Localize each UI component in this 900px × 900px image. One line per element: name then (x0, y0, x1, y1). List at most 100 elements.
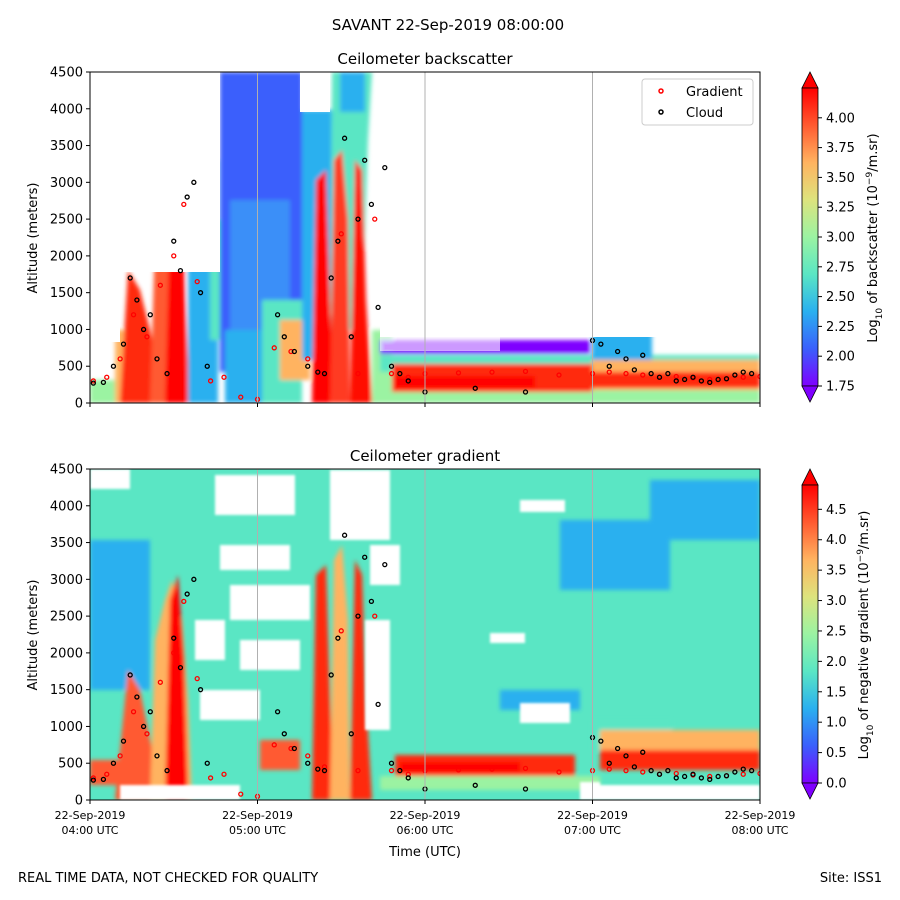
heat-region (490, 633, 525, 643)
x-tick-label-time: 07:00 UTC (564, 824, 621, 837)
cloud-marker (197, 687, 204, 693)
cloud-marker (614, 745, 621, 752)
cloud-marker (164, 370, 170, 377)
cloud-marker (606, 363, 612, 369)
colorbar-tick-label: 3.50 (826, 171, 855, 186)
cloud-marker (681, 773, 688, 780)
colorbar-tick-label: 4.00 (826, 111, 855, 126)
y-tick-label: 3000 (50, 176, 83, 191)
colorbar-tick-label: 2.50 (826, 290, 855, 305)
colorbar-tick-label: 1.5 (826, 685, 847, 700)
y-tick-label: 1000 (50, 323, 83, 338)
cloud-marker (134, 297, 140, 303)
cloud-marker (305, 760, 311, 766)
x-tick-label-time: 04:00 UTC (61, 824, 118, 837)
gradient-marker (221, 771, 227, 777)
y-tick-label: 1500 (50, 286, 83, 301)
gradient-marker (207, 775, 214, 781)
colorbar-tick-label: 3.75 (826, 141, 855, 156)
heat-region (340, 72, 365, 112)
gradient-marker (90, 378, 96, 384)
gradient-marker (207, 378, 214, 384)
gradient-marker (181, 201, 187, 208)
cloud-marker (362, 157, 368, 163)
gradient-marker (104, 374, 110, 380)
gradient-marker (623, 767, 629, 774)
cloud-marker (147, 709, 153, 715)
cloud-marker (281, 334, 287, 340)
gradient-marker (556, 769, 562, 775)
cloud-marker (673, 378, 679, 384)
heat-region (400, 762, 520, 772)
y-tick-label: 2000 (50, 646, 83, 661)
gradient-marker (372, 613, 378, 619)
gradient-marker (221, 374, 227, 380)
gradient-marker (372, 216, 378, 222)
cloud-marker (522, 786, 529, 792)
cloud-marker (362, 554, 368, 560)
cloud-marker (291, 745, 298, 752)
cloud-marker (673, 775, 679, 781)
cloud-marker (291, 348, 298, 355)
gradient-marker (90, 775, 96, 781)
heat-region (312, 565, 334, 800)
cloud-marker (90, 777, 96, 783)
cloud-marker (382, 561, 388, 568)
cloud-marker (631, 764, 638, 770)
heat-region (240, 640, 300, 670)
gradient-marker (757, 770, 760, 777)
cloud-marker (321, 767, 328, 774)
cloud-marker (134, 694, 140, 700)
cloud-marker (154, 356, 160, 362)
heat-region (520, 500, 565, 512)
cloud-marker (606, 760, 612, 766)
cloud-marker (127, 672, 133, 678)
heat-region (230, 585, 310, 620)
gradient-marker (194, 675, 200, 682)
colorbar-extend-top (801, 468, 819, 486)
x-tick-label-date: 22-Sep-2019 (222, 809, 293, 822)
cloud-marker (184, 591, 190, 597)
colorbar-tick-label: 2.5 (826, 624, 847, 639)
cloud-marker (732, 372, 738, 378)
cloud-marker (164, 767, 170, 774)
gradient-marker (757, 373, 760, 380)
heat-region (395, 376, 535, 388)
cloud-marker (388, 760, 395, 766)
gradient-marker (707, 376, 713, 383)
cloud-marker (110, 760, 117, 766)
gradient-marker (640, 372, 646, 378)
backscatter-colorbar: 1.75 2.00 2.25 2.50 2.75 3.00 3.25 3.50 3.75 4.00… (801, 71, 885, 403)
gradient-panel: Ceilometer gradient (26, 447, 876, 860)
gradient-marker (117, 753, 123, 759)
y-tick-label: 0 (75, 794, 83, 809)
cloud-marker (690, 374, 696, 380)
cloud-marker (100, 379, 107, 386)
gradient-marker (238, 394, 244, 400)
colorbar-tick-label: 0.5 (826, 746, 847, 761)
legend-gradient-label: Gradient (686, 85, 743, 100)
cloud-marker (315, 369, 321, 375)
gradient-marker (305, 356, 311, 362)
gradient-marker (144, 731, 150, 737)
x-tick-label-date: 22-Sep-2019 (557, 809, 628, 822)
cloud-marker (388, 363, 395, 369)
cloud-marker (723, 376, 730, 382)
cloud-marker (348, 731, 354, 737)
gradient-marker (522, 368, 529, 375)
gradient-marker (355, 370, 361, 377)
heat-region (90, 72, 220, 272)
heat-region (260, 740, 300, 770)
cloud-marker (127, 275, 133, 281)
cloud-marker (140, 723, 147, 730)
y-tick-label: 4000 (50, 499, 83, 514)
cloud-marker (191, 179, 197, 185)
legend: Gradient Cloud (641, 78, 754, 126)
gradient-marker (455, 370, 462, 376)
cloud-marker (315, 766, 321, 772)
cloud-marker (723, 773, 730, 779)
cloud-marker (665, 370, 671, 377)
gradient-marker (455, 767, 462, 773)
cloud-marker (472, 782, 478, 788)
